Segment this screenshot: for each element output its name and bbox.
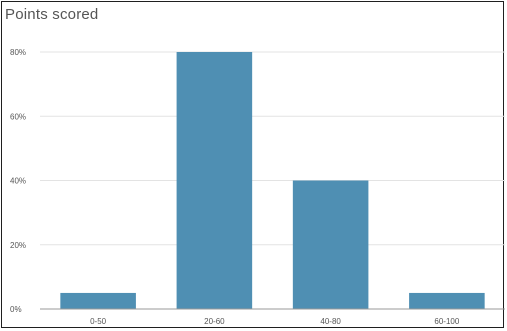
y-tick-label: 0% — [10, 305, 22, 314]
bars — [60, 52, 485, 309]
y-tick-label: 40% — [10, 177, 26, 186]
y-tick-label: 60% — [10, 112, 26, 121]
y-tick-label: 80% — [10, 48, 26, 57]
x-tick-label: 0-50 — [90, 317, 107, 326]
grid-lines — [40, 51, 505, 310]
chart-title: Points scored — [5, 6, 99, 23]
x-axis-ticks: 0-50 20-60 40-80 60-100 — [90, 317, 460, 326]
bar — [409, 292, 485, 309]
x-tick-label: 40-80 — [320, 317, 341, 326]
bar — [176, 52, 253, 309]
x-tick-label: 60-100 — [434, 317, 459, 326]
x-tick-label: 20-60 — [204, 317, 225, 326]
bar — [60, 292, 136, 309]
bar — [292, 180, 369, 309]
y-tick-label: 20% — [10, 241, 26, 250]
y-axis-ticks: 0% 20% 40% 60% 80% — [10, 48, 26, 314]
